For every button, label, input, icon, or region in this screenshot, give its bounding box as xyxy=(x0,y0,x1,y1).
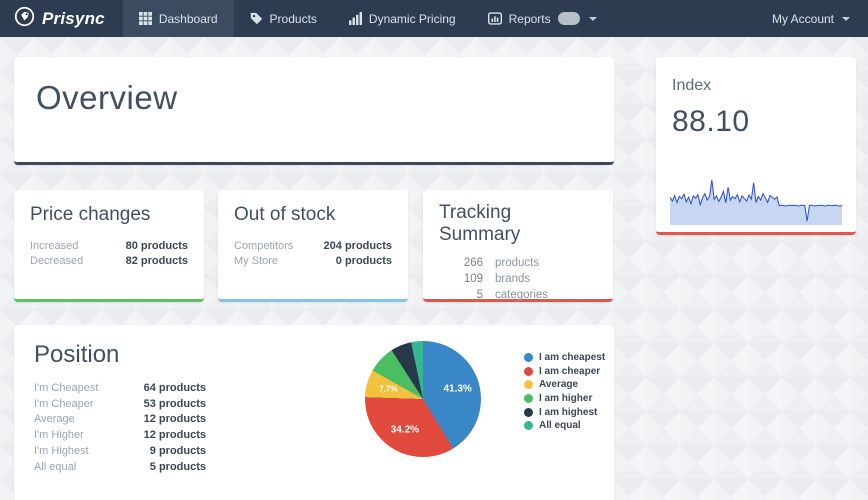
nav-tab-label: Dashboard xyxy=(158,11,218,26)
legend-dot xyxy=(524,380,533,390)
legend-item[interactable]: I am cheaper xyxy=(524,365,605,379)
index-card: Index 88.10 xyxy=(656,57,856,235)
bars-icon xyxy=(348,12,362,25)
legend-dot xyxy=(524,353,533,363)
legend-dot xyxy=(524,421,533,431)
track-row-categories: 5 categories xyxy=(476,289,549,301)
legend-item[interactable]: I am highest xyxy=(524,405,605,419)
position-row-average: Average 12 products xyxy=(34,413,206,426)
card-title: Tracking Summary xyxy=(439,202,521,245)
stat-row-increased: Increased 80 products xyxy=(30,240,188,252)
pie-legend: I am cheapest I am cheaper Average I am … xyxy=(524,351,605,433)
position-row-higher: I'm Higher 12 products xyxy=(34,429,206,442)
index-sparkline-chart xyxy=(670,175,842,225)
brand-logo[interactable]: Prisync xyxy=(0,0,123,37)
position-pie: 41.3% 34.2% 7.7% xyxy=(365,341,481,457)
nav-tab-label: Reports xyxy=(508,11,551,26)
legend-item[interactable]: All equal xyxy=(524,419,605,433)
nav-tab-label: Products xyxy=(269,11,317,26)
index-title: Index xyxy=(672,77,712,94)
price-changes-card: Price changes Increased 80 products Decr… xyxy=(14,190,204,302)
legend-item[interactable]: I am higher xyxy=(524,392,605,406)
overview-card: Overview xyxy=(14,57,614,165)
dashboard-content: Overview Index 88.10 Price changes Incre… xyxy=(0,37,868,500)
card-title: Price changes xyxy=(30,204,151,225)
my-account-menu[interactable]: My Account xyxy=(754,0,868,37)
position-row-cheapest: I'm Cheapest 64 products xyxy=(34,382,206,394)
page-title: Overview xyxy=(36,79,178,116)
chevron-down-icon xyxy=(842,16,850,21)
track-row-brands: 109 brands xyxy=(463,273,531,285)
out-of-stock-card: Out of stock Competitors 204 products My… xyxy=(218,190,408,302)
nav-tab-reports[interactable]: Reports xyxy=(472,0,613,37)
pie-slice-label: 7.7% xyxy=(379,384,398,394)
top-navbar: Prisync Dashboard Products xyxy=(0,0,868,37)
position-row-cheaper: I'm Cheaper 53 products xyxy=(34,397,206,410)
nav-tab-label: Dynamic Pricing xyxy=(368,11,456,26)
legend-dot xyxy=(524,366,533,376)
reports-badge xyxy=(557,12,580,25)
pie-slice-label: 41.3% xyxy=(443,383,472,395)
stat-row-my-store: My Store 0 products xyxy=(234,255,392,267)
position-pie-chart: 41.3% 34.2% 7.7% xyxy=(365,341,481,457)
chevron-down-icon xyxy=(588,16,597,21)
stat-row-decreased: Decreased 82 products xyxy=(30,255,188,267)
report-icon xyxy=(487,12,502,25)
stat-row-competitors: Competitors 204 products xyxy=(234,240,392,252)
position-row-all-equal: All equal 5 products xyxy=(34,460,206,473)
nav-tab-dynamic-pricing[interactable]: Dynamic Pricing xyxy=(333,0,472,37)
card-title: Out of stock xyxy=(234,204,336,225)
card-title: Position xyxy=(34,341,120,368)
legend-dot xyxy=(524,394,533,404)
legend-item[interactable]: I am cheapest xyxy=(524,351,605,365)
my-account-label: My Account xyxy=(771,11,834,26)
brand-name: Prisync xyxy=(42,8,105,28)
tag-icon xyxy=(250,12,263,25)
nav-tab-products[interactable]: Products xyxy=(234,0,333,37)
grid-icon xyxy=(138,12,152,25)
legend-dot xyxy=(524,407,533,417)
position-row-highest: I'm Highest 9 products xyxy=(34,444,206,457)
pie-slice-label: 34.2% xyxy=(390,424,420,436)
track-row-products: 266 products xyxy=(463,257,540,269)
legend-item[interactable]: Average xyxy=(524,378,605,392)
tracking-summary-card: Tracking Summary 266 products 109 brands… xyxy=(423,190,613,302)
prisync-logo-icon xyxy=(14,6,35,32)
nav-tab-dashboard[interactable]: Dashboard xyxy=(122,0,234,37)
position-card: Position I'm Cheapest 64 products I'm Ch… xyxy=(14,325,614,500)
index-value: 88.10 xyxy=(672,105,750,138)
